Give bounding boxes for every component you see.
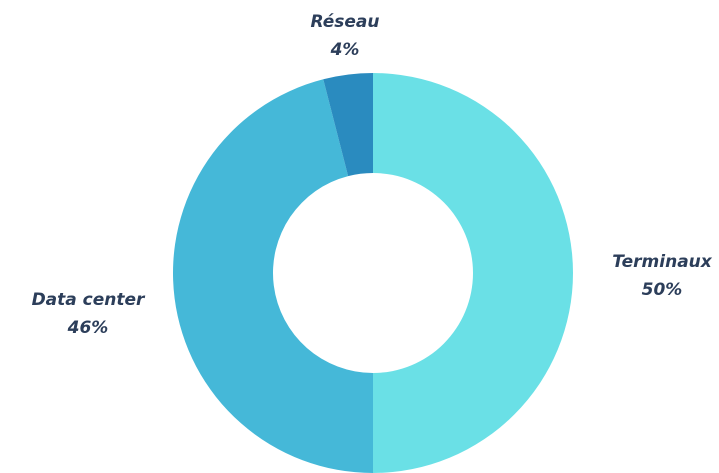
- donut-slice: [323, 73, 373, 177]
- slice-value-label: 46%: [67, 318, 109, 338]
- donut-slice: [173, 79, 373, 473]
- slice-value-label: 50%: [642, 280, 683, 300]
- slice-label: Réseau: [311, 12, 380, 32]
- donut-slice: [373, 73, 573, 473]
- slice-label: Terminaux: [612, 252, 713, 272]
- slice-value-label: 4%: [330, 40, 360, 60]
- slice-label: Data center: [32, 290, 146, 310]
